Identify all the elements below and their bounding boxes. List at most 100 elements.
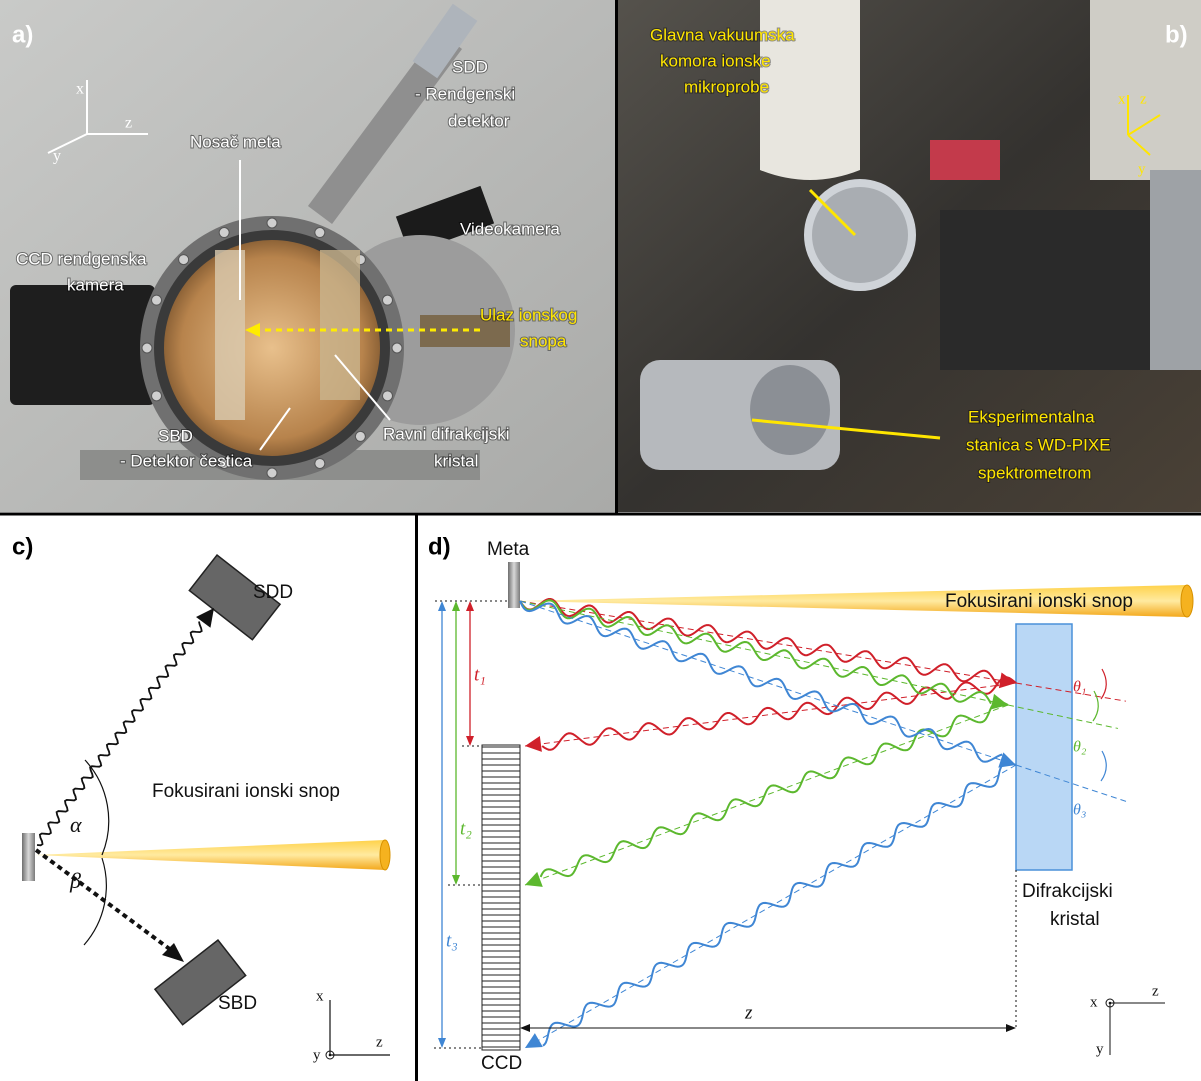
axis-out-of-plane xyxy=(329,1054,332,1057)
axis-label: z xyxy=(1152,983,1159,999)
guide-lines xyxy=(434,601,1016,1048)
label: kamera xyxy=(67,275,124,294)
station-port xyxy=(750,365,830,455)
label: Meta xyxy=(487,539,530,560)
label: Difrakcijski xyxy=(1022,881,1113,902)
label: detektor xyxy=(448,111,510,130)
axis-label: x xyxy=(1090,994,1098,1010)
bolt xyxy=(392,343,402,353)
theta-label: θ₃ xyxy=(1073,802,1086,819)
bolt xyxy=(355,431,365,441)
arrowhead xyxy=(452,875,460,885)
label: Eksperimentalna xyxy=(968,407,1095,426)
arrowhead xyxy=(162,943,184,962)
label: Ravni difrakcijski xyxy=(383,424,510,443)
label: Videokamera xyxy=(460,219,560,238)
angle-arc xyxy=(1101,751,1106,781)
label: - Rendgenski xyxy=(415,84,515,103)
bolt xyxy=(267,218,277,228)
axis-label: y xyxy=(313,1047,321,1063)
panel-c: c) SDD Fokusirani ionski snop α β SBD x … xyxy=(12,533,390,1063)
axis-label: x xyxy=(1118,91,1126,107)
label: mikroprobe xyxy=(684,77,769,96)
bolt xyxy=(315,228,325,238)
target xyxy=(22,833,35,881)
t-label: t₃ xyxy=(446,930,458,951)
axis-label: z xyxy=(1140,91,1147,107)
arrowhead xyxy=(525,736,542,752)
label: Glavna vakuumska xyxy=(650,25,795,44)
ion-beam-end xyxy=(380,840,390,870)
label: kristal xyxy=(434,451,478,470)
figure: a) x z y SDD - Rendgenski detektor Nosač… xyxy=(0,0,1201,1081)
bolt xyxy=(315,458,325,468)
label: SDD xyxy=(253,582,293,603)
t-label: t₂ xyxy=(460,818,472,839)
axis-label: y xyxy=(53,148,61,165)
bolt xyxy=(142,343,152,353)
bolt xyxy=(152,391,162,401)
panel-label: d) xyxy=(428,533,451,560)
wave xyxy=(520,599,999,686)
bolt xyxy=(382,295,392,305)
label: Fokusirani ionski snop xyxy=(152,781,340,802)
ion-beam xyxy=(35,840,385,870)
spectrometer xyxy=(940,210,1170,370)
target xyxy=(508,562,520,608)
panel-label: b) xyxy=(1165,21,1188,48)
arrowhead xyxy=(525,872,543,887)
label: CCD xyxy=(481,1053,522,1074)
angle-arc xyxy=(1093,691,1098,721)
diffraction-crystal xyxy=(1016,624,1072,870)
axis-out-of-plane xyxy=(1109,1002,1112,1005)
ion-beam-end xyxy=(1181,585,1193,617)
bolt xyxy=(179,255,189,265)
angle-label: β xyxy=(69,868,81,893)
panel-a: a) x z y SDD - Rendgenski detektor Nosač… xyxy=(0,0,615,512)
label: Ulaz ionskog xyxy=(480,305,577,324)
reference-line xyxy=(525,705,1008,885)
arrowhead xyxy=(466,601,474,611)
reference-line xyxy=(525,765,1016,1048)
arrowhead xyxy=(452,601,460,611)
ccd-camera-body xyxy=(10,285,155,405)
panel-label: a) xyxy=(12,21,33,48)
bolt xyxy=(267,468,277,478)
theta-label: θ₁ xyxy=(1073,679,1086,696)
arrowhead xyxy=(438,601,446,611)
angle-arc xyxy=(85,760,109,855)
arrowhead xyxy=(438,1038,446,1048)
flange-red xyxy=(930,140,1000,180)
distance-label: z xyxy=(744,1002,753,1023)
wave xyxy=(542,677,1016,750)
theta-label: θ₂ xyxy=(1073,739,1087,756)
arrowhead xyxy=(520,1024,530,1032)
reference-line xyxy=(520,601,1008,705)
label: SDD xyxy=(452,57,488,76)
label: - Detektor čestica xyxy=(120,451,253,470)
label: Fokusirani ionski snop xyxy=(945,591,1133,612)
panel-d: d) Meta Fokusirani ionski snop t₁ t₂ t₃ … xyxy=(428,533,1193,1074)
bolt xyxy=(382,391,392,401)
label: stanica s WD-PIXE xyxy=(966,435,1111,454)
bolt xyxy=(219,228,229,238)
axis-label: y xyxy=(1138,161,1146,177)
angle-label: α xyxy=(70,812,82,837)
ccd-detector xyxy=(482,745,520,1050)
axis-label: x xyxy=(76,81,84,98)
panel-b: b) Glavna vakuumska komora ionske mikrop… xyxy=(618,0,1201,512)
t-label: t₁ xyxy=(474,664,486,685)
label: Nosač meta xyxy=(190,132,281,151)
axis-label: x xyxy=(316,988,324,1004)
wave xyxy=(37,622,202,846)
arrowhead xyxy=(466,736,474,746)
arrowhead xyxy=(525,1033,543,1048)
label: snopa xyxy=(520,331,567,350)
panel-label: c) xyxy=(12,533,33,560)
label: SBD xyxy=(218,993,257,1014)
arrowhead xyxy=(196,608,214,628)
bellows xyxy=(1150,170,1201,370)
axis-label: y xyxy=(1096,1041,1104,1057)
label: spektrometrom xyxy=(978,463,1091,482)
wave xyxy=(520,601,1002,762)
